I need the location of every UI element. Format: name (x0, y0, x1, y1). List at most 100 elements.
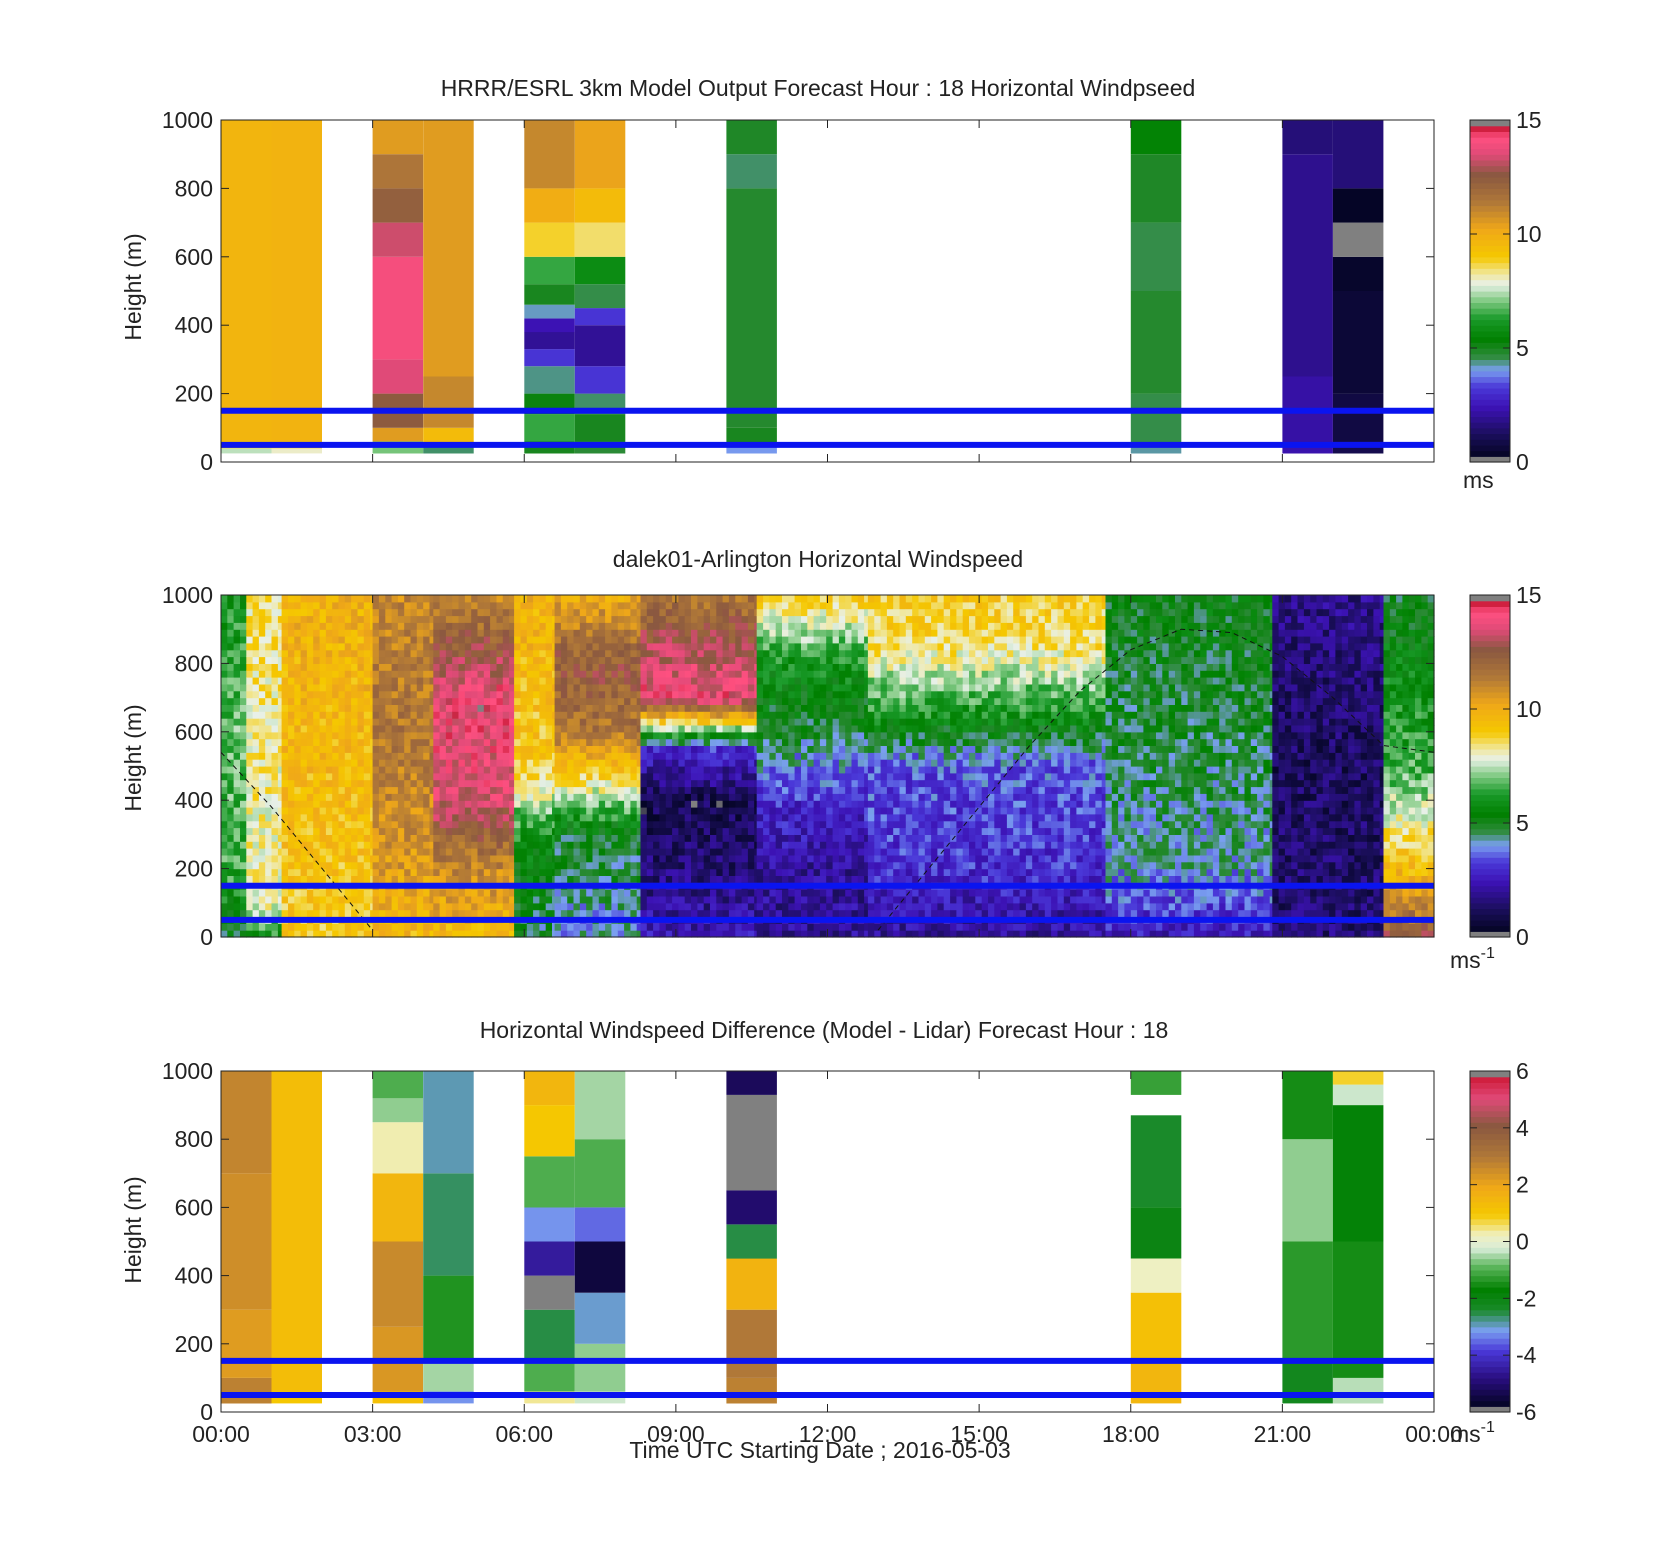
heatmap-cell (313, 636, 321, 644)
heatmap-cell (370, 663, 374, 671)
heatmap-cell (545, 636, 553, 644)
heatmap-cell (397, 595, 405, 603)
heatmap-cell (258, 848, 266, 856)
heatmap-cell (716, 848, 724, 856)
heatmap-cell (370, 923, 374, 931)
heatmap-cell (665, 615, 673, 623)
heatmap-cell (483, 766, 491, 774)
heatmap-cell (691, 786, 698, 794)
heatmap-cell (227, 827, 235, 835)
heatmap-cell (233, 889, 241, 897)
heatmap-cell (509, 875, 515, 883)
heatmap-cell (496, 909, 504, 917)
heatmap-cell (227, 793, 235, 801)
heatmap-cell (464, 725, 472, 733)
heatmap-cell (756, 731, 764, 740)
heatmap-cell (338, 683, 346, 692)
heatmap-cell (747, 752, 755, 760)
heatmap-cell (300, 595, 308, 603)
heatmap-cell (665, 622, 673, 630)
heatmap-cell (611, 601, 619, 610)
heatmap-cell (416, 827, 424, 835)
heatmap-cell (258, 889, 266, 897)
heatmap-cell (697, 820, 705, 829)
heatmap-cell (567, 834, 575, 842)
heatmap-cell (471, 772, 479, 781)
heatmap-cell (325, 595, 333, 603)
heatmap-cell (496, 718, 504, 726)
heatmap-cell (801, 636, 808, 644)
heatmap-cell (520, 752, 528, 760)
heatmap-cell (221, 827, 228, 835)
heatmap-cell (636, 909, 642, 917)
heatmap-cell (617, 608, 625, 617)
heatmap-cell (357, 930, 365, 938)
heatmap-cell (439, 725, 447, 733)
heatmap-cell (678, 834, 686, 842)
heatmap-cell (775, 656, 783, 664)
heatmap-cell (769, 759, 777, 767)
heatmap-cell (439, 813, 447, 822)
heatmap-cell (391, 711, 399, 719)
heatmap-cell (246, 608, 254, 617)
heatmap-cell (552, 629, 556, 637)
heatmap-cell (539, 875, 547, 883)
heatmap-cell (404, 793, 412, 801)
heatmap-cell (265, 868, 273, 876)
heatmap-cell (697, 930, 705, 938)
heatmap-cell (775, 896, 783, 904)
heatmap-cell (552, 622, 556, 630)
heatmap-cell (271, 663, 279, 671)
heatmap-cell (747, 656, 755, 664)
heatmap-cell (246, 663, 254, 671)
heatmap-cell (520, 704, 528, 712)
heatmap-cell (288, 745, 295, 753)
heatmap-cell (313, 848, 321, 856)
heatmap-cell (233, 807, 241, 815)
heatmap-cell (801, 677, 808, 685)
heatmap-cell (372, 902, 380, 911)
heatmap-cell (788, 896, 796, 904)
heatmap-cell (277, 608, 283, 617)
heatmap-cell (672, 615, 679, 623)
heatmap-cell (397, 861, 405, 870)
heatmap-cell (1282, 154, 1333, 377)
heatmap-cell (319, 601, 327, 610)
heatmap-cell (684, 875, 692, 883)
heatmap-cell (319, 677, 327, 685)
heatmap-cell (351, 725, 358, 733)
heatmap-cell (265, 725, 273, 733)
heatmap-cell (464, 861, 472, 870)
heatmap-cell (416, 622, 424, 630)
heatmap-cell (520, 731, 528, 740)
heatmap-cell (598, 629, 606, 637)
heatmap-cell (526, 868, 534, 876)
heatmap-cell (574, 414, 626, 442)
heatmap-cell (246, 772, 254, 781)
heatmap-cell (640, 642, 648, 651)
heatmap-cell (313, 854, 321, 863)
heatmap-cell (363, 718, 371, 726)
heatmap-cell (344, 745, 352, 753)
heatmap-cell (458, 738, 466, 746)
heatmap-cell (735, 902, 743, 911)
heatmap-cell (579, 861, 587, 870)
heatmap-cell (678, 697, 686, 705)
heatmap-cell (439, 902, 447, 911)
heatmap-cell (464, 875, 472, 883)
heatmap-cell (598, 697, 606, 705)
heatmap-cell (221, 622, 228, 630)
heatmap-cell (458, 848, 466, 856)
heatmap-cell (288, 642, 295, 651)
heatmap-cell (288, 683, 295, 692)
heatmap-cell (490, 622, 497, 630)
heatmap-cell (763, 642, 770, 651)
heatmap-cell (630, 800, 638, 808)
heatmap-cell (246, 683, 254, 692)
heatmap-cell (756, 834, 764, 842)
heatmap-cell (458, 615, 466, 623)
heatmap-cell (281, 779, 289, 788)
heatmap-cell (357, 813, 365, 822)
heatmap-cell (306, 629, 314, 637)
